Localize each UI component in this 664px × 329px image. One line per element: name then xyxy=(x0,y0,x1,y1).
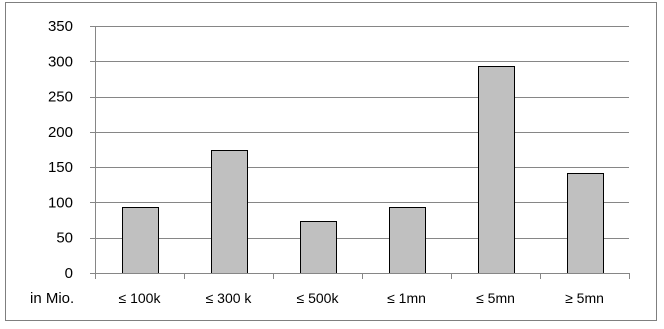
category-label: ≤ 300 k xyxy=(206,290,253,306)
y-tick-label: 50 xyxy=(56,230,73,247)
bar xyxy=(122,207,159,274)
category-label: ≤ 1mn xyxy=(387,290,426,306)
y-tick-label: 100 xyxy=(48,194,73,211)
y-tick-label: 200 xyxy=(48,124,73,141)
y-tick-label: 250 xyxy=(48,89,73,106)
bar xyxy=(300,221,337,274)
category-label: ≤ 500k xyxy=(297,290,340,306)
bar xyxy=(567,173,604,274)
y-tick-label: 300 xyxy=(48,53,73,70)
gridlines xyxy=(90,26,629,274)
bars xyxy=(122,66,604,274)
axes xyxy=(95,26,630,279)
category-label: ≤ 100k xyxy=(119,290,162,306)
category-labels: ≤ 100k ≤ 300 k ≤ 500k ≤ 1mn ≤ 5mn ≥ 5mn xyxy=(119,290,604,306)
unit-label: in Mio. xyxy=(30,290,74,307)
y-tick-label: 350 xyxy=(48,18,73,35)
category-label: ≤ 5mn xyxy=(476,290,515,306)
bar xyxy=(389,207,426,274)
y-tick-label: 0 xyxy=(65,265,73,282)
y-tick-labels: 0 50 100 150 200 250 300 350 xyxy=(48,18,73,282)
bar xyxy=(211,150,248,274)
category-label: ≥ 5mn xyxy=(565,290,604,306)
y-tick-label: 150 xyxy=(48,159,73,176)
bar xyxy=(478,66,515,274)
